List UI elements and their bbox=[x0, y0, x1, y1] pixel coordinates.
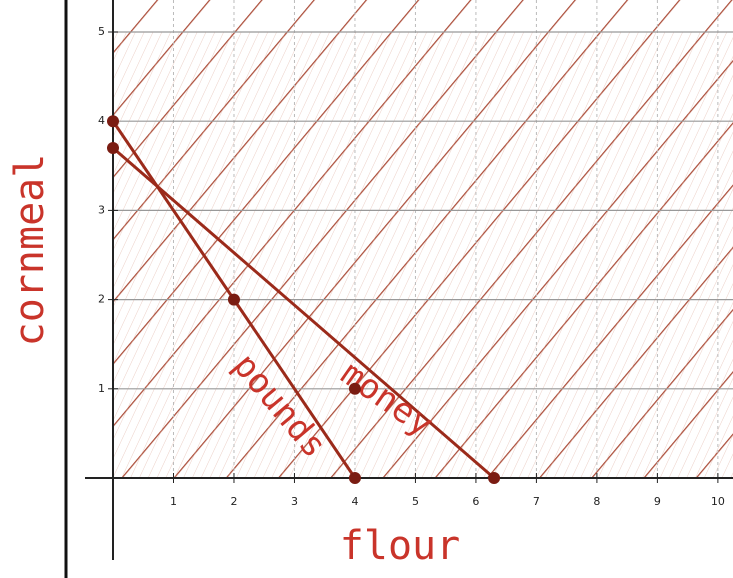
x-axis-label: flour bbox=[340, 523, 460, 569]
x-tick-label: 1 bbox=[170, 495, 177, 508]
y-axis-label: cornmeal bbox=[7, 154, 53, 347]
x-tick-label: 4 bbox=[351, 495, 358, 508]
x-tick-label: 10 bbox=[711, 495, 725, 508]
y-tick-label: 1 bbox=[98, 382, 105, 395]
series-line bbox=[112, 146, 496, 480]
y-tick-label: 2 bbox=[98, 293, 105, 306]
point bbox=[488, 472, 501, 484]
point bbox=[348, 472, 361, 484]
x-tick-label: 3 bbox=[291, 495, 298, 508]
x-tick-label: 9 bbox=[654, 495, 661, 508]
marked-point bbox=[348, 382, 361, 395]
y-tick-label: 3 bbox=[98, 203, 105, 216]
point bbox=[107, 141, 119, 154]
x-tick-label: 5 bbox=[412, 495, 419, 508]
point bbox=[107, 115, 119, 128]
x-tick-label: 7 bbox=[533, 495, 540, 508]
x-tick-label: 6 bbox=[472, 495, 479, 508]
y-tick-label: 4 bbox=[98, 114, 105, 127]
y-tick-label: 5 bbox=[98, 25, 105, 38]
point bbox=[227, 293, 240, 306]
x-tick-label: 2 bbox=[230, 495, 237, 508]
shading bbox=[113, 32, 733, 478]
x-tick-label: 8 bbox=[593, 495, 600, 508]
